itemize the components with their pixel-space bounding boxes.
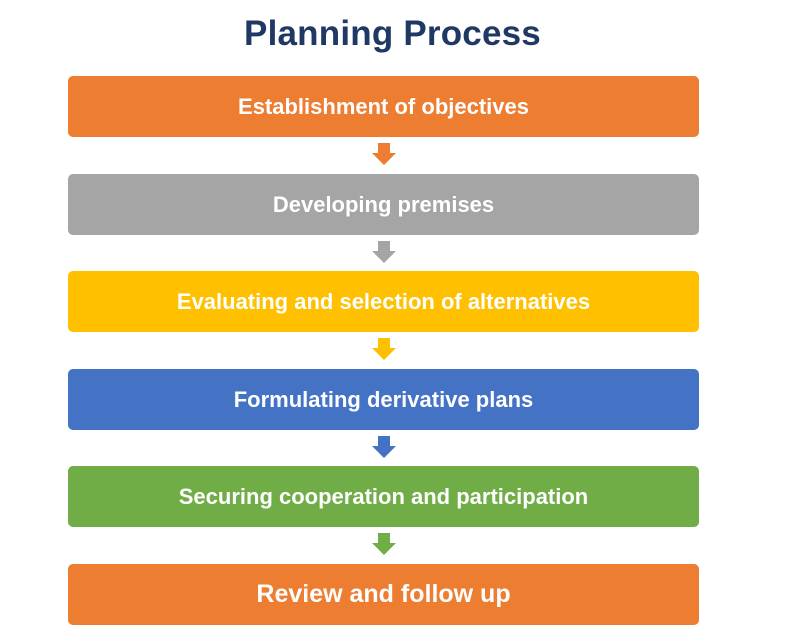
step-formulating-derivative-plans: Formulating derivative plans	[68, 369, 699, 430]
down-arrow-icon	[372, 143, 396, 165]
down-arrow-icon	[372, 533, 396, 555]
step-review-and-follow-up: Review and follow up	[68, 564, 699, 625]
step-securing-cooperation: Securing cooperation and participation	[68, 466, 699, 527]
step-developing-premises: Developing premises	[68, 174, 699, 235]
down-arrow-icon	[372, 241, 396, 263]
down-arrow-icon	[372, 338, 396, 360]
diagram-title: Planning Process	[244, 14, 541, 53]
step-establishment-of-objectives: Establishment of objectives	[68, 76, 699, 137]
down-arrow-icon	[372, 436, 396, 458]
step-evaluating-alternatives: Evaluating and selection of alternatives	[68, 271, 699, 332]
